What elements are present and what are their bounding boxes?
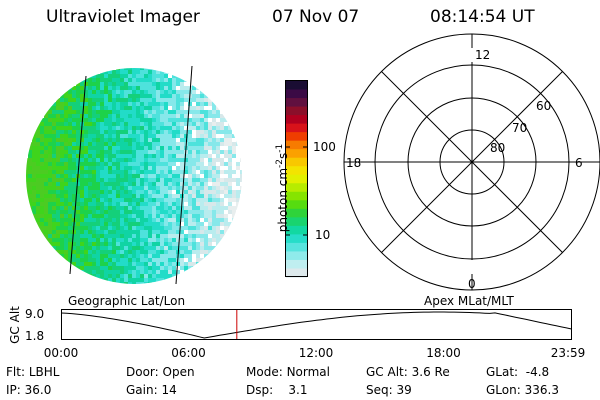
colorbar-unit-label: photon cm-2s-1 [275,143,290,233]
colorbar-cell [286,115,307,125]
colorbar-cell [286,217,307,227]
colorbar-label-100: 100 [313,140,336,154]
colorbar-cell [286,166,307,176]
colorbar-cell [286,183,307,193]
alt-min-label: 1.8 [25,329,45,343]
glat-status: GLat: -4.8 [486,365,550,379]
timeline-tick-label: 12:00 [298,346,334,360]
instrument-title: Ultraviolet Imager [46,7,200,27]
colorbar-cell [286,89,307,99]
timeline-frame [61,309,572,340]
colorbar-cell [286,242,307,253]
colorbar-cell [286,140,307,150]
colorbar-frame [285,80,308,277]
seq-status: Seq: 39 [366,383,412,397]
mlat-label-80: 80 [490,141,505,155]
colorbar-cell [286,149,307,159]
filter-status: Flt: LBHL [6,365,60,379]
colorbar-cell [286,123,307,133]
image-time: 08:14:54 UT [430,7,535,27]
colorbar-label-10: 10 [315,228,331,242]
colorbar-cell [286,157,307,167]
meridian-line-west [69,75,87,275]
colorbar-cell [286,208,307,218]
polar-diagonal-2 [381,71,563,253]
colorbar-cell [286,234,307,244]
gc-alt-axis-label: GC Alt [8,306,22,344]
meridian-line-east [175,65,193,285]
colorbar-cell [286,200,307,210]
mlt-label-6: 6 [575,156,583,170]
gain-status: Gain: 14 [126,383,177,397]
door-status: Door: Open [126,365,195,379]
dsp-status: Dsp: 3.1 [246,383,308,397]
colorbar-cell [286,174,307,184]
colorbar-cell [286,81,307,91]
mlt-label-18: 18 [346,156,361,170]
colorbar-cell [286,98,307,108]
mlt-label-12: 12 [475,48,490,62]
mlat-label-70: 70 [512,121,527,135]
timeline-tick-label: 00:00 [43,346,79,360]
gc-alt-status: GC Alt: 3.6 Re [366,365,450,379]
colorbar-cell [286,106,307,116]
timeline-tick-label: 18:00 [426,346,461,360]
auroral-image-disk [26,65,242,285]
ip-status: IP: 36.0 [6,383,52,397]
colorbar-cell [286,268,307,278]
mode-status: Mode: Normal [246,365,330,379]
image-date: 07 Nov 07 [272,7,360,27]
timeline-tick-label: 06:00 [171,346,206,360]
colorbar-cell [286,225,307,235]
colorbar-cell [286,191,307,201]
mlt-label-0: 0 [468,277,476,291]
orbit-altitude-curve [61,311,572,339]
alt-max-label: 9.0 [25,307,45,321]
mlat-label-60: 60 [536,99,551,113]
geographic-label: Geographic Lat/Lon [68,294,186,308]
altitude-timeline [61,309,572,340]
timeline-tick-label: 23:59 [550,346,586,360]
apex-label: Apex MLat/MLT [424,294,514,308]
colorbar-cell [286,259,307,270]
colorbar-cell [286,251,307,261]
auroral-image-pixels [26,68,242,284]
glon-status: GLon: 336.3 [486,383,559,397]
polar-grid-plot: 12 18 6 0 60 70 80 [343,33,600,291]
colorbar [285,80,308,278]
colorbar-cell [286,132,307,142]
